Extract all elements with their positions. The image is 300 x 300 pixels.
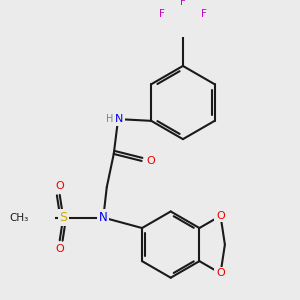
Text: S: S — [59, 211, 67, 224]
Text: O: O — [146, 156, 155, 166]
Text: O: O — [216, 211, 225, 221]
Text: CH₃: CH₃ — [9, 213, 28, 223]
Text: O: O — [216, 268, 225, 278]
Text: F: F — [201, 9, 207, 19]
Text: F: F — [159, 9, 165, 19]
Text: O: O — [56, 244, 64, 254]
Text: F: F — [180, 0, 186, 7]
Text: H: H — [106, 114, 114, 124]
Text: N: N — [99, 211, 108, 224]
Text: O: O — [56, 181, 64, 191]
Text: N: N — [115, 114, 123, 124]
